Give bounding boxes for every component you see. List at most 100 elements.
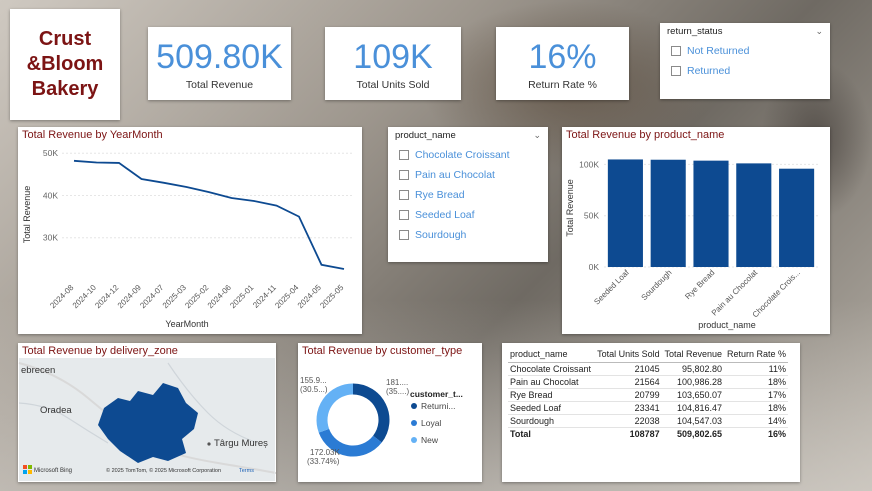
x-tick-label: Sourdough	[640, 268, 674, 302]
donut-chart-card: Total Revenue by customer_type 181.... (3…	[298, 343, 482, 482]
legend-label: Returni...	[421, 401, 456, 411]
donut-chart: 181....(35....) 172.03K(33.74%) 155.9...(3…	[300, 376, 463, 466]
x-tick-label: Chocolate Crois...	[751, 268, 802, 319]
chevron-down-icon[interactable]: ⌄	[815, 26, 823, 36]
line-chart-card: Total Revenue by YearMonth 50K 40K 30K 2024…	[18, 127, 362, 334]
y-axis-title: Total Revenue	[22, 186, 32, 244]
logo-text: Crust &Bloom Bakery	[26, 28, 104, 100]
checkbox[interactable]	[399, 190, 409, 200]
table-cell: Chocolate Croissant	[508, 362, 595, 376]
table-cell: Total	[508, 427, 595, 440]
data-label: 172.03K	[310, 448, 340, 457]
map-road	[167, 362, 259, 444]
table-cell: 23341	[594, 401, 662, 415]
slicer-option-pain-au-chocolat[interactable]: Pain au Chocolat	[399, 169, 495, 181]
checkbox[interactable]	[399, 210, 409, 220]
table-cell: 11%	[724, 362, 788, 376]
kpi-label: Return Rate %	[528, 78, 597, 91]
logo-card: Crust &Bloom Bakery	[10, 9, 120, 120]
chevron-down-icon[interactable]: ⌄	[533, 130, 541, 140]
column-header[interactable]: Return Rate %	[724, 348, 788, 363]
kpi-label: Total Units Sold	[356, 78, 430, 91]
table-cell: Seeded Loaf	[508, 401, 595, 415]
legend-label: New	[421, 435, 439, 445]
map-label: Oradea	[40, 405, 72, 416]
table-cell: 104,547.03	[661, 414, 725, 428]
summary-table-card: product_name Total Units Sold Total Reve…	[502, 343, 800, 482]
legend-title: customer_t...	[410, 389, 463, 399]
microsoft-logo-icon-part	[28, 465, 32, 469]
bar	[736, 163, 772, 267]
table-cell: 104,816.47	[661, 401, 725, 415]
bar	[650, 159, 686, 267]
line-chart: 50K40K30K2024-082024-102024-122024-09202…	[22, 148, 352, 329]
kpi-total-revenue: 509.80K Total Revenue	[148, 27, 291, 100]
x-tick-label: 2025-05	[318, 283, 346, 311]
slicer-option-returned[interactable]: Returned	[671, 65, 730, 77]
slicer-option-not-returned[interactable]: Not Returned	[671, 45, 749, 57]
data-label: 155.9...	[300, 376, 327, 385]
table-cell: 108787	[594, 427, 662, 440]
slicer-option-label: Sourdough	[415, 229, 467, 241]
chart-title: Total Revenue by YearMonth	[22, 129, 163, 141]
table-cell: 16%	[724, 427, 788, 440]
legend-label: Loyal	[421, 418, 441, 428]
slicer-title: return_status	[667, 26, 723, 37]
legend-marker	[411, 420, 417, 426]
checkbox[interactable]	[399, 150, 409, 160]
table-row: Sourdough 22038 104,547.03 14%	[508, 414, 788, 428]
legend-marker	[411, 403, 417, 409]
checkbox[interactable]	[399, 230, 409, 240]
microsoft-logo-icon	[23, 465, 27, 469]
y-tick-label: 50K	[584, 211, 599, 221]
slicer-option-label: Pain au Chocolat	[415, 169, 495, 181]
slicer-option-label: Chocolate Croissant	[415, 149, 510, 161]
table-cell: 95,802.80	[661, 362, 725, 376]
column-header[interactable]: product_name	[508, 348, 595, 363]
column-header[interactable]: Total Revenue	[661, 348, 725, 363]
x-tick-label: Rye Bread	[683, 268, 716, 301]
y-tick-label: 40K	[43, 190, 58, 200]
data-label: (35....)	[386, 387, 409, 396]
table-row: Pain au Chocolat 21564 100,986.28 18%	[508, 375, 788, 389]
slicer-option-seeded-loaf[interactable]: Seeded Loaf	[399, 209, 475, 221]
slicer-option-rye-bread[interactable]: Rye Bread	[399, 189, 465, 201]
slicer-option-chocolate-croissant[interactable]: Chocolate Croissant	[399, 149, 510, 161]
kpi-value: 109K	[353, 37, 433, 76]
column-header[interactable]: Total Units Sold	[594, 348, 662, 363]
kpi-total-units-sold: 109K Total Units Sold	[325, 27, 461, 100]
terms-link[interactable]: Terms	[239, 468, 254, 474]
table-row: Chocolate Croissant 21045 95,802.80 11%	[508, 362, 788, 376]
slicer-option-sourdough[interactable]: Sourdough	[399, 229, 466, 241]
data-label: (33.74%)	[307, 457, 340, 466]
donut-slice	[318, 428, 382, 457]
checkbox[interactable]	[399, 170, 409, 180]
delivery-zone-region[interactable]	[98, 383, 198, 463]
checkbox[interactable]	[671, 46, 681, 56]
table-cell: 18%	[724, 401, 788, 415]
map-card: Total Revenue by delivery_zone ebrecen O…	[18, 343, 276, 482]
kpi-return-rate: 16% Return Rate %	[496, 27, 629, 100]
return-status-slicer[interactable]: return_status ⌄ Not Returned Returned	[660, 23, 830, 99]
map-attribution: © 2025 TomTom, © 2025 Microsoft Corporat…	[106, 467, 221, 474]
x-tick-label: Pain au Chocolat	[710, 268, 760, 318]
bar	[779, 168, 815, 267]
kpi-value: 509.80K	[156, 37, 283, 76]
table-cell: 20799	[594, 388, 662, 402]
checkbox[interactable]	[671, 66, 681, 76]
table-cell: 509,802.65	[661, 427, 725, 440]
y-tick-label: 50K	[43, 148, 58, 158]
slicer-option-label: Rye Bread	[415, 189, 465, 201]
bar-chart-card: Total Revenue by product_name 100K 50K 0K S…	[562, 127, 830, 334]
data-label: (30.5...)	[300, 385, 328, 394]
chart-title: Total Revenue by delivery_zone	[22, 345, 178, 357]
bing-label: Microsoft Bing	[34, 468, 72, 474]
table-row: Rye Bread 20799 103,650.07 17%	[508, 388, 788, 402]
product-slicer[interactable]: product_name ⌄ Chocolate Croissant Pain …	[388, 127, 548, 262]
y-tick-label: 100K	[579, 159, 599, 169]
legend-marker	[411, 437, 417, 443]
table-cell: 21564	[594, 375, 662, 389]
microsoft-logo-icon-part	[23, 470, 27, 474]
map[interactable]: ebrecen Oradea Târgu Mureș Microsoft Bin…	[18, 343, 276, 482]
